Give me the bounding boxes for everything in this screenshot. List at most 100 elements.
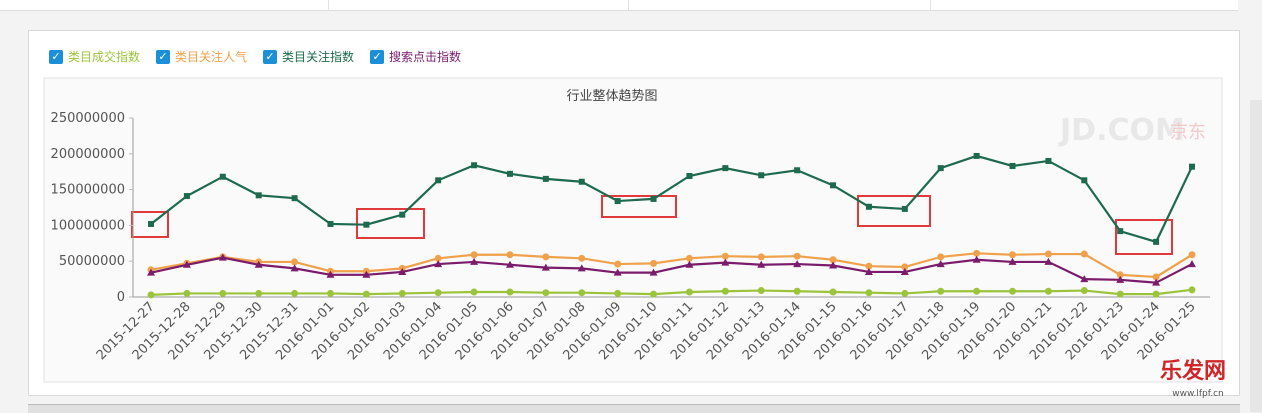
point (1008, 257, 1017, 265)
chart-title: 行业整体趋势图 (566, 88, 657, 104)
point (1116, 271, 1124, 279)
point (506, 170, 513, 177)
point (578, 254, 586, 262)
point (973, 152, 980, 159)
legend-label[interactable]: 类目成交指数 (68, 50, 141, 64)
point (686, 172, 693, 179)
point (505, 260, 514, 268)
point (1009, 287, 1017, 295)
point (721, 287, 729, 295)
watermark: 京东 (1170, 122, 1206, 143)
point (829, 288, 837, 296)
legend-checkbox[interactable]: ✓ (49, 49, 63, 64)
series-line (150, 252, 1193, 279)
legend-label[interactable]: 搜索点击指数 (389, 50, 462, 64)
point (542, 253, 550, 261)
point (613, 268, 622, 276)
scrollbar[interactable] (1250, 100, 1262, 412)
point (865, 289, 873, 297)
point (793, 260, 802, 268)
point (829, 261, 838, 269)
point (435, 177, 442, 184)
series-line (150, 154, 1193, 244)
y-tick-label: 250000000 (51, 111, 125, 126)
point (1188, 260, 1196, 268)
watermark: 乐发网 (1160, 358, 1226, 384)
legend-checkbox[interactable]: ✓ (156, 49, 171, 64)
point (471, 162, 478, 169)
legend-label[interactable]: 类目关注人气 (175, 50, 248, 64)
legend-item[interactable]: ✓ 类目关注人气 (156, 48, 247, 65)
point (614, 289, 622, 297)
point (650, 195, 657, 202)
point (290, 264, 299, 272)
point (541, 263, 550, 271)
point (937, 253, 945, 261)
point (972, 255, 981, 263)
top-table-strip (0, 0, 1238, 11)
series-line (150, 256, 1193, 284)
point (1116, 290, 1124, 298)
point (1153, 238, 1160, 245)
point (182, 260, 191, 268)
point (578, 178, 585, 185)
point (218, 253, 227, 261)
point (399, 211, 406, 218)
point (973, 287, 981, 295)
point (1188, 251, 1196, 259)
point (434, 260, 443, 268)
point (327, 220, 334, 227)
point (865, 203, 872, 210)
point (291, 258, 299, 266)
point (326, 270, 335, 278)
point (685, 260, 694, 268)
point (148, 220, 154, 227)
point (255, 289, 263, 297)
point (326, 289, 334, 297)
point (147, 291, 155, 299)
point (577, 264, 586, 272)
legend-checkbox[interactable]: ✓ (263, 49, 278, 64)
point (147, 268, 155, 276)
point (1189, 163, 1195, 170)
point (219, 289, 227, 297)
series-line (150, 288, 1193, 296)
point (973, 249, 981, 257)
y-tick-label: 50000000 (59, 254, 125, 269)
watermark: JD.COM (1058, 113, 1185, 148)
point (1080, 275, 1089, 283)
point (865, 262, 873, 270)
point (506, 251, 514, 259)
point (542, 175, 549, 182)
point (1044, 250, 1052, 258)
legend-item[interactable]: ✓ 类目关注指数 (263, 48, 354, 65)
legend-item[interactable]: ✓ 搜索点击指数 (370, 48, 461, 65)
point (1080, 287, 1088, 295)
point (1152, 273, 1160, 281)
chart-area (43, 77, 1223, 383)
point (901, 205, 908, 212)
point (1152, 290, 1160, 298)
point (542, 289, 550, 297)
point (758, 172, 765, 179)
point (901, 263, 909, 271)
point (470, 288, 478, 296)
point (794, 167, 801, 174)
point (1044, 257, 1053, 265)
point (470, 251, 478, 259)
y-tick-label: 200000000 (51, 147, 125, 162)
point (901, 289, 909, 297)
point (1081, 177, 1088, 184)
point (757, 287, 765, 295)
point (900, 267, 909, 275)
point (650, 259, 658, 267)
legend-checkbox[interactable]: ✓ (370, 49, 385, 64)
legend-item[interactable]: ✓ 类目成交指数 (49, 48, 140, 65)
point (1044, 287, 1052, 295)
point (685, 288, 693, 296)
bottom-panel-edge (28, 404, 1240, 413)
legend-label[interactable]: 类目关注指数 (282, 50, 355, 64)
point (1080, 250, 1088, 258)
point (363, 221, 370, 228)
